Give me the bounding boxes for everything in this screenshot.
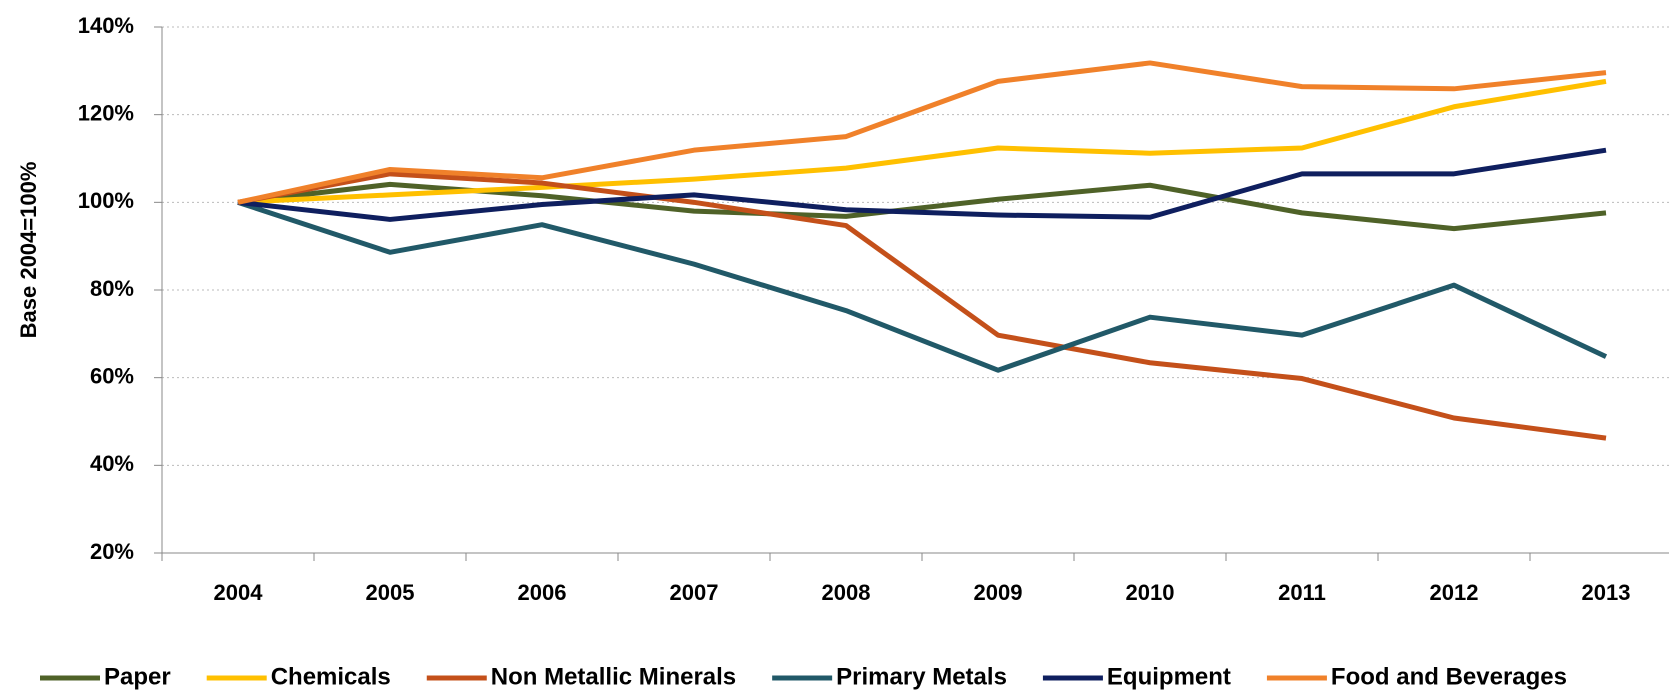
series-line: [237, 60, 1607, 205]
legend-label: Food and Beverages: [1331, 663, 1567, 690]
y-tick-label: 40%: [90, 451, 134, 476]
legend-label: Non Metallic Minerals: [491, 663, 736, 690]
legend-label: Primary Metals: [836, 663, 1007, 690]
x-tick-label: 2004: [214, 580, 264, 605]
legend-label: Paper: [104, 663, 171, 690]
y-tick-label: 120%: [78, 100, 134, 125]
series-line: [237, 78, 1607, 205]
x-tick-label: 2012: [1430, 580, 1479, 605]
x-tick-label: 2007: [670, 580, 719, 605]
series-line: [237, 199, 1608, 373]
y-tick-label: 20%: [90, 539, 134, 564]
x-tick-label: 2013: [1582, 580, 1631, 605]
y-tick-label: 60%: [90, 363, 134, 388]
y-axis-label: Base 2004=100%: [16, 162, 41, 339]
y-tick-label: 140%: [78, 13, 134, 38]
y-tick-label: 100%: [78, 188, 134, 213]
y-tick-label: 80%: [90, 276, 134, 301]
x-tick-label: 2009: [974, 580, 1023, 605]
legend-label: Chemicals: [271, 663, 391, 690]
series-line: [237, 147, 1607, 222]
x-tick-label: 2011: [1278, 580, 1326, 605]
x-tick-label: 2005: [366, 580, 415, 605]
legend-label: Equipment: [1107, 663, 1231, 690]
x-tick-label: 2008: [822, 580, 871, 605]
x-tick-label: 2010: [1126, 580, 1175, 605]
x-tick-label: 2006: [518, 580, 567, 605]
series-line: [237, 171, 1607, 441]
